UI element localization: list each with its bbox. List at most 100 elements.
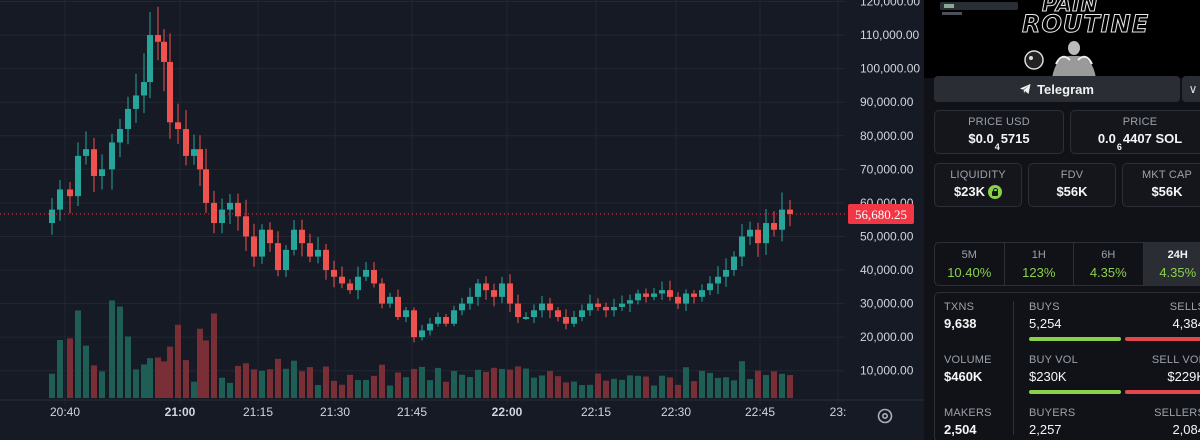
buy-vol-bar: [1029, 390, 1121, 394]
buy-vol-stat: BUY VOL $230K: [1029, 354, 1078, 384]
volume-bar: [699, 370, 705, 398]
candle-body: [411, 310, 417, 338]
volume-bar: [379, 364, 385, 398]
buys-bar: [1029, 337, 1121, 341]
volume-bar: [483, 371, 489, 398]
candle-body: [771, 223, 777, 230]
volume-bar: [355, 380, 361, 398]
buys-stat: BUYS 5,254: [1029, 301, 1062, 331]
volume-bar: [467, 377, 473, 398]
candle-body: [133, 95, 139, 109]
candle-body: [683, 293, 689, 304]
volume-bar: [83, 345, 89, 398]
volume-bar: [523, 368, 529, 398]
tab-1h[interactable]: 1H 123%: [1005, 243, 1074, 285]
telegram-button[interactable]: Telegram: [934, 76, 1180, 102]
tab-6h[interactable]: 6H 4.35%: [1074, 243, 1144, 285]
candle-body: [315, 249, 321, 257]
volume-bar: [651, 385, 657, 398]
candle-body: [147, 35, 153, 83]
candle-body: [175, 122, 181, 130]
liquidity-card: LIQUIDITY $23K: [934, 163, 1022, 207]
candle-body: [219, 209, 225, 224]
volume-bar: [475, 369, 481, 398]
volume-bar: [259, 370, 265, 398]
x-tick-label: 21:15: [243, 405, 273, 419]
candle-body: [161, 41, 167, 62]
buyers-stat: BUYERS 2,257: [1029, 407, 1076, 437]
sell-vol-bar: [1125, 390, 1200, 394]
candle-body: [675, 296, 681, 304]
volume-bar: [291, 360, 297, 398]
candle-body: [611, 306, 617, 311]
volume-bar: [579, 385, 585, 398]
candle-body: [259, 229, 265, 257]
tab-24h[interactable]: 24H 4.35%: [1143, 243, 1200, 285]
volume-bar: [451, 370, 457, 398]
candle-body: [587, 303, 593, 311]
candle-body: [125, 108, 131, 130]
candle-body: [291, 229, 297, 250]
candle-body: [211, 202, 217, 224]
price-usd-value: $0.045715: [968, 131, 1030, 152]
x-tick-label: 22:00: [492, 405, 523, 419]
candle-body: [459, 303, 465, 311]
volume-bar: [587, 384, 593, 398]
candle-body: [141, 82, 147, 96]
x-tick-label: 21:00: [165, 405, 196, 419]
x-tick-label: 21:45: [397, 405, 427, 419]
y-tick-label: 120,000.00: [860, 0, 920, 9]
mkt-cap-label: MKT CAP: [1141, 169, 1193, 181]
x-tick-label: 23:: [830, 405, 847, 419]
volume-bar: [395, 372, 401, 398]
volume-bar: [315, 385, 321, 398]
candle-body: [57, 189, 63, 210]
volume-bar: [531, 377, 537, 398]
volume-bar: [539, 375, 545, 398]
candle-body: [691, 293, 697, 297]
volume-bar: [755, 370, 761, 398]
volume-bar: [267, 369, 273, 398]
volume-bar: [787, 375, 793, 398]
volume-bar: [675, 384, 681, 398]
volume-bar: [707, 372, 713, 398]
volume-bar: [387, 385, 393, 398]
volume-bar: [547, 371, 553, 398]
volume-bar: [683, 367, 689, 398]
candle-body: [183, 129, 189, 156]
candlestick-chart-svg[interactable]: 120,000.00 110,000.00 100,000.00 90,000.00 8…: [0, 0, 924, 440]
candle-body: [595, 303, 601, 307]
candle-body: [651, 293, 657, 297]
volume-bar: [219, 377, 225, 398]
volume-bar: [779, 373, 785, 398]
gear-icon[interactable]: [875, 406, 895, 426]
candle-body: [635, 293, 641, 301]
candle-body: [379, 283, 385, 304]
price-chart[interactable]: 120,000.00 110,000.00 100,000.00 90,000.00 8…: [0, 0, 924, 440]
candle-body: [387, 296, 393, 304]
volume-bar: [411, 368, 417, 398]
candle-body: [155, 35, 161, 42]
volume-bar: [299, 371, 305, 398]
candle-body: [603, 306, 609, 311]
candle-body: [191, 149, 197, 156]
muscle-figure-icon: [1024, 41, 1096, 78]
volume-bar: [619, 379, 625, 398]
x-tick-label: 22:15: [581, 405, 611, 419]
y-tick-label: 80,000.00: [860, 129, 914, 143]
price-sol-card: PRICE 0.064407 SOL: [1070, 110, 1200, 154]
candle-body: [419, 330, 425, 338]
candle-body: [67, 189, 73, 197]
more-links-dropdown[interactable]: ∨: [1182, 76, 1200, 102]
sells-stat: SELLS 4,384: [1169, 301, 1200, 331]
x-tick-label: 22:45: [745, 405, 775, 419]
candle-body: [499, 283, 505, 297]
x-tick-label: 22:30: [661, 405, 691, 419]
volume-bar: [197, 328, 203, 398]
mkt-cap-value: $56K: [1151, 184, 1183, 199]
tab-5m[interactable]: 5M 10.40%: [935, 243, 1005, 285]
liquidity-value: $23K: [953, 184, 986, 199]
candle-body: [75, 155, 81, 197]
candle-body: [323, 249, 329, 271]
candle-body: [109, 142, 115, 170]
